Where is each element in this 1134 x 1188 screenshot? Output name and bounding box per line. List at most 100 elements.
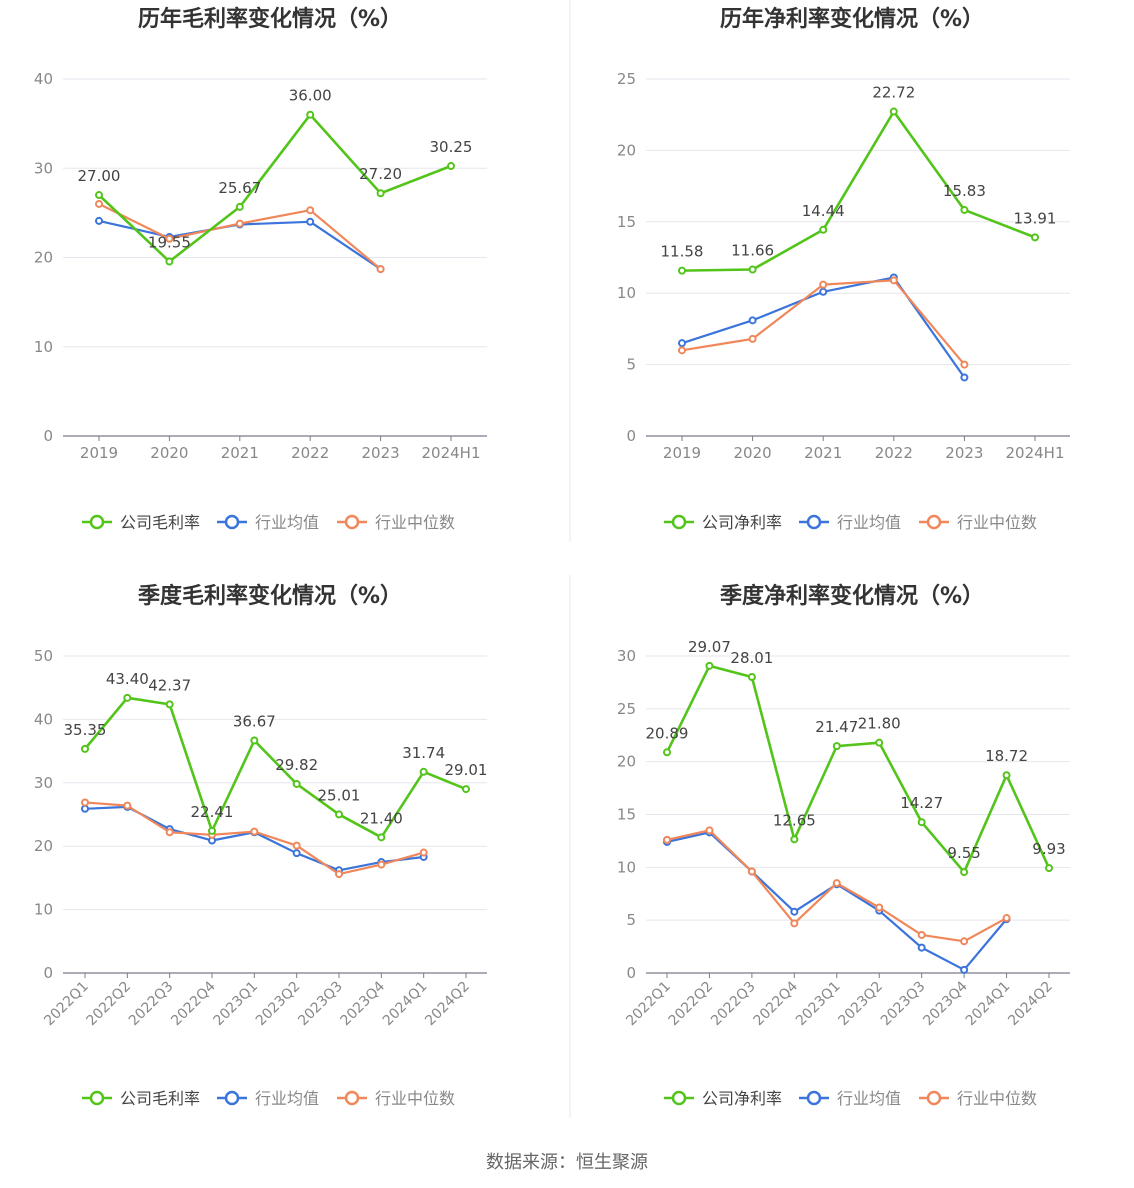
data-label: 29.01 bbox=[445, 761, 488, 779]
median-data-point bbox=[292, 841, 301, 850]
data-label: 35.35 bbox=[64, 721, 107, 739]
x-tick-label: 2024Q1 bbox=[380, 979, 431, 1030]
data-label: 14.27 bbox=[900, 794, 943, 812]
median-data-point bbox=[335, 870, 343, 879]
x-tick-label: 2024Q2 bbox=[422, 979, 473, 1030]
data-label: 11.66 bbox=[731, 241, 774, 259]
x-tick-label: 2022Q1 bbox=[623, 979, 674, 1030]
company-data-point bbox=[678, 266, 686, 275]
company-data-point bbox=[81, 744, 89, 753]
company-data-point bbox=[875, 738, 884, 747]
x-tick-label: 2023Q2 bbox=[253, 979, 304, 1030]
average-data-point bbox=[748, 316, 757, 325]
x-tick-label: 2022Q3 bbox=[126, 979, 177, 1030]
median-data-point bbox=[960, 360, 969, 369]
x-tick-label: 2023Q3 bbox=[295, 979, 346, 1030]
x-tick-label: 2024Q2 bbox=[1005, 979, 1056, 1030]
legend-label: 行业均值 bbox=[837, 513, 901, 532]
y-tick-label: 25 bbox=[617, 700, 636, 718]
y-tick-label: 30 bbox=[617, 647, 636, 665]
data-label: 22.41 bbox=[191, 803, 234, 821]
data-label: 36.67 bbox=[233, 713, 276, 731]
company-series-line bbox=[83, 696, 467, 839]
median-data-point bbox=[917, 930, 926, 939]
average-data-point bbox=[960, 965, 969, 974]
legend-label: 公司毛利率 bbox=[120, 513, 200, 532]
y-tick-label: 10 bbox=[34, 901, 53, 919]
data-label: 21.40 bbox=[360, 809, 403, 827]
company-data-point bbox=[917, 818, 926, 827]
data-label: 18.72 bbox=[985, 747, 1028, 765]
company-data-point bbox=[165, 257, 174, 266]
legend-label: 行业中位数 bbox=[957, 513, 1037, 532]
y-tick-label: 15 bbox=[617, 806, 636, 824]
x-tick-label: 2022Q4 bbox=[168, 978, 219, 1029]
x-tick-label: 2022Q2 bbox=[84, 979, 135, 1030]
y-tick-label: 40 bbox=[34, 710, 53, 728]
legend-marker-icon bbox=[89, 1090, 105, 1106]
data-label: 25.67 bbox=[218, 179, 261, 197]
average-data-point bbox=[292, 849, 301, 858]
data-label: 42.37 bbox=[148, 676, 191, 694]
data-label: 43.40 bbox=[106, 670, 149, 688]
data-label: 36.00 bbox=[289, 87, 332, 105]
median-data-point bbox=[678, 346, 686, 355]
company-data-point bbox=[335, 810, 343, 819]
company-data-point bbox=[747, 673, 756, 682]
y-tick-label: 20 bbox=[34, 249, 53, 267]
y-tick-label: 30 bbox=[34, 774, 53, 792]
y-tick-label: 0 bbox=[626, 964, 636, 982]
x-tick-label: 2023Q3 bbox=[878, 979, 929, 1030]
x-tick-label: 2021 bbox=[804, 444, 842, 462]
median-data-point bbox=[250, 827, 259, 836]
chart-title: 季度净利率变化情况（%） bbox=[720, 583, 984, 609]
data-label: 28.01 bbox=[730, 649, 773, 667]
y-tick-label: 20 bbox=[34, 837, 53, 855]
x-tick-label: 2019 bbox=[663, 444, 701, 462]
x-tick-label: 2024H1 bbox=[422, 444, 481, 462]
data-label: 27.00 bbox=[78, 167, 121, 185]
y-tick-label: 50 bbox=[34, 647, 53, 665]
data-label: 15.83 bbox=[943, 182, 986, 200]
median-data-point bbox=[889, 276, 898, 285]
company-data-point bbox=[376, 189, 385, 198]
median-data-point bbox=[960, 937, 969, 946]
company-data-point bbox=[165, 700, 174, 709]
legend-marker-icon bbox=[926, 1090, 942, 1106]
y-tick-label: 5 bbox=[626, 356, 636, 374]
y-tick-label: 10 bbox=[617, 284, 636, 302]
median-data-point bbox=[790, 919, 799, 928]
legend-marker-icon bbox=[671, 1090, 687, 1106]
x-tick-label: 2023 bbox=[945, 444, 983, 462]
company-series-line bbox=[681, 110, 1036, 272]
legend-label: 行业中位数 bbox=[375, 513, 455, 532]
average-data-point bbox=[819, 287, 828, 296]
median-data-point bbox=[419, 848, 428, 857]
y-tick-label: 20 bbox=[617, 141, 636, 159]
legend-marker-icon bbox=[926, 514, 942, 530]
legend-label: 公司净利率 bbox=[702, 513, 782, 532]
average-data-point bbox=[917, 943, 926, 952]
average-data-point bbox=[81, 804, 89, 813]
x-tick-label: 2024Q1 bbox=[963, 979, 1014, 1030]
company-data-point bbox=[292, 779, 301, 788]
legend-label: 公司净利率 bbox=[702, 1089, 782, 1108]
median-data-point bbox=[376, 265, 385, 274]
company-data-point bbox=[705, 661, 714, 670]
data-label: 30.25 bbox=[430, 138, 473, 156]
y-tick-label: 0 bbox=[43, 964, 53, 982]
data-label: 21.80 bbox=[858, 715, 901, 733]
average-data-point bbox=[790, 907, 799, 916]
data-label: 12.65 bbox=[773, 811, 816, 829]
y-tick-label: 10 bbox=[34, 338, 53, 356]
x-tick-label: 2023Q1 bbox=[211, 979, 262, 1030]
company-series-line bbox=[665, 664, 1051, 874]
x-tick-label: 2020 bbox=[150, 444, 188, 462]
y-tick-label: 0 bbox=[43, 427, 53, 445]
y-tick-label: 15 bbox=[617, 213, 636, 231]
data-label: 14.44 bbox=[802, 202, 845, 220]
company-data-point bbox=[208, 826, 216, 835]
x-tick-label: 2022Q2 bbox=[666, 979, 717, 1030]
legend-label: 行业均值 bbox=[837, 1089, 901, 1108]
data-label: 19.55 bbox=[148, 234, 191, 252]
